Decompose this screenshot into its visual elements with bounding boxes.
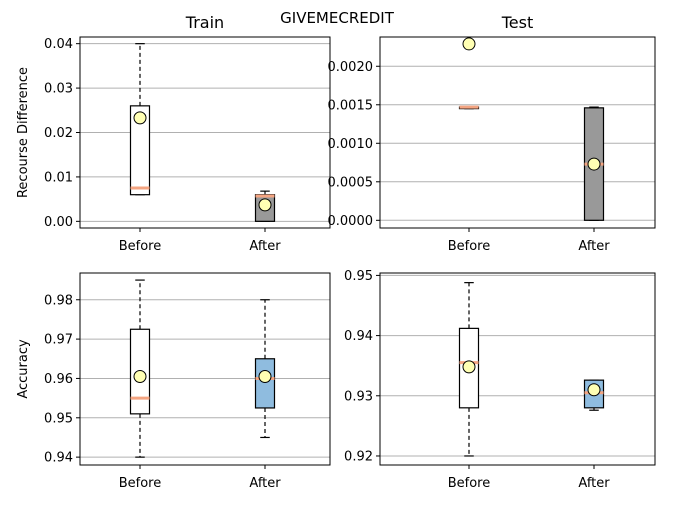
mean-marker <box>587 157 601 171</box>
x-tick-label: Before <box>448 476 491 491</box>
chart-panel: 0.94 0.95 0.96 0.97 0.98 Before After Accuracy <box>16 272 331 491</box>
x-tick-label: After <box>578 476 610 491</box>
axes-frame <box>379 36 656 229</box>
mean-marker <box>587 383 601 397</box>
box-before <box>458 282 480 457</box>
box-before <box>458 37 480 110</box>
mean-marker <box>133 369 147 383</box>
y-tick-label: 0.94 <box>344 329 373 344</box>
y-tick-label: 0.02 <box>44 126 73 141</box>
mean-marker <box>133 111 147 125</box>
chart-panel: 0.92 0.93 0.94 0.95 Before After <box>344 269 656 491</box>
x-tick-label: Before <box>119 239 162 254</box>
chart-panel: 0.0000 0.0005 0.0010 0.0015 0.0020 Before Afte… <box>328 13 656 254</box>
x-tick-label: After <box>249 476 281 491</box>
y-tick-label: 0.01 <box>44 170 73 185</box>
axes-frame <box>79 36 331 229</box>
y-tick-label: 0.04 <box>44 37 73 52</box>
y-tick-label: 0.0010 <box>328 137 374 152</box>
y-axis-label: Recourse Difference <box>16 67 31 198</box>
panel-title: Test <box>501 13 534 32</box>
mean-marker <box>462 360 476 374</box>
y-tick-label: 0.0020 <box>328 60 374 75</box>
x-tick-label: After <box>249 239 281 254</box>
y-tick-label: 0.92 <box>344 449 373 464</box>
box-after <box>254 299 276 439</box>
y-tick-label: 0.0015 <box>328 98 374 113</box>
y-tick-label: 0.96 <box>44 372 73 387</box>
axes-frame <box>79 272 331 466</box>
y-tick-label: 0.94 <box>44 451 73 466</box>
y-tick-label: 0.98 <box>44 293 73 308</box>
y-tick-label: 0.00 <box>44 215 73 230</box>
x-tick-label: Before <box>119 476 162 491</box>
axes-frame <box>379 272 656 466</box>
y-tick-label: 0.0000 <box>328 214 374 229</box>
y-tick-label: 0.03 <box>44 82 73 97</box>
y-tick-label: 0.97 <box>44 333 73 348</box>
box-after <box>583 379 605 411</box>
y-tick-label: 0.95 <box>44 411 73 426</box>
x-tick-label: After <box>578 239 610 254</box>
box-before <box>129 279 151 458</box>
mean-marker <box>462 37 476 51</box>
box-after <box>583 106 605 221</box>
panels: 0.00 0.01 0.02 0.03 0.04 Before After Train Reco… <box>16 13 656 491</box>
box-before <box>129 43 151 196</box>
y-tick-label: 0.93 <box>344 389 373 404</box>
figure-title: GIVEMECREDIT <box>280 9 395 27</box>
chart-panel: 0.00 0.01 0.02 0.03 0.04 Before After Train Reco… <box>16 13 331 254</box>
y-tick-label: 0.0005 <box>328 175 374 190</box>
box-body <box>129 105 151 196</box>
box-body <box>254 358 276 409</box>
box-after <box>254 190 276 222</box>
x-tick-label: Before <box>448 239 491 254</box>
mean-marker <box>258 369 272 383</box>
panel-title: Train <box>185 13 224 32</box>
y-axis-label: Accuracy <box>16 339 31 399</box>
mean-marker <box>258 198 272 212</box>
y-tick-label: 0.95 <box>344 269 373 284</box>
